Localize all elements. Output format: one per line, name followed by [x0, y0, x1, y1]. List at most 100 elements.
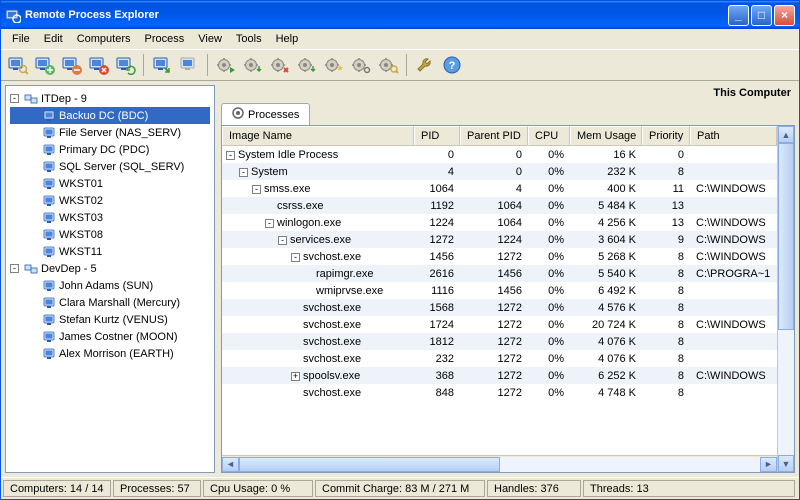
cell-pri: 8 [642, 335, 690, 349]
pc-icon [42, 330, 56, 344]
process-row[interactable]: wmiprvse.exe111614560%6 492 K8 [222, 282, 777, 299]
monitor-x-button[interactable] [86, 53, 110, 77]
monitor-plus-button[interactable] [32, 53, 56, 77]
cell-path: C:\WINDOWS [690, 182, 777, 196]
row-expander[interactable]: - [226, 151, 235, 160]
process-row[interactable]: -winlogon.exe122410640%4 256 K13C:\WINDO… [222, 214, 777, 231]
process-row[interactable]: rapimgr.exe261614560%5 540 K8C:\PROGRA~1 [222, 265, 777, 282]
tree-expander[interactable]: - [10, 94, 19, 103]
gear-cog-button[interactable] [349, 53, 373, 77]
process-row[interactable]: svchost.exe181212720%4 076 K8 [222, 333, 777, 350]
close-button[interactable]: × [774, 5, 795, 26]
tree-node[interactable]: -ITDep - 9 [10, 90, 210, 107]
tree-node[interactable]: Clara Marshall (Mercury) [10, 294, 210, 311]
tree-node[interactable]: WKST02 [10, 192, 210, 209]
minimize-button[interactable]: _ [728, 5, 749, 26]
row-expander[interactable]: - [252, 185, 261, 194]
process-row[interactable]: -System400%232 K8 [222, 163, 777, 180]
tree-node[interactable]: WKST08 [10, 226, 210, 243]
scroll-left-button[interactable]: ◄ [222, 457, 239, 472]
tree-node[interactable]: Stefan Kurtz (VENUS) [10, 311, 210, 328]
gear-updown-button[interactable] [295, 53, 319, 77]
vertical-scrollbar[interactable]: ▲ ▼ [777, 126, 794, 472]
monitor-search-button[interactable] [5, 53, 29, 77]
col-header[interactable]: Path [690, 126, 777, 145]
col-header[interactable]: Image Name [222, 126, 414, 145]
gear-search-button[interactable] [376, 53, 400, 77]
row-expander[interactable]: - [291, 253, 300, 262]
tree-node[interactable]: -DevDep - 5 [10, 260, 210, 277]
tree-node[interactable]: SQL Server (SQL_SERV) [10, 158, 210, 175]
scroll-down-button[interactable]: ▼ [778, 455, 794, 472]
pc-icon [42, 296, 56, 310]
menu-help[interactable]: Help [269, 31, 306, 47]
gear-run-button[interactable] [214, 53, 238, 77]
scroll-up-button[interactable]: ▲ [778, 126, 794, 143]
col-header[interactable]: Parent PID [460, 126, 528, 145]
monitor-disabled-button[interactable] [177, 53, 201, 77]
process-row[interactable]: csrss.exe119210640%5 484 K13 [222, 197, 777, 214]
tree-node[interactable]: WKST03 [10, 209, 210, 226]
tree-node[interactable]: WKST01 [10, 175, 210, 192]
monitor-remote-button[interactable] [150, 53, 174, 77]
process-row[interactable]: svchost.exe156812720%4 576 K8 [222, 299, 777, 316]
gear-down-button[interactable] [241, 53, 265, 77]
monitor-minus-button[interactable] [59, 53, 83, 77]
titlebar[interactable]: Remote Process Explorer _ □ × [1, 1, 799, 29]
process-row[interactable]: -System Idle Process000%16 K0 [222, 146, 777, 163]
menu-computers[interactable]: Computers [70, 31, 138, 47]
grid-header[interactable]: Image NamePIDParent PIDCPUMem UsagePrior… [222, 126, 777, 146]
menu-process[interactable]: Process [138, 31, 192, 47]
tree-expander[interactable]: - [10, 264, 19, 273]
computer-tree[interactable]: -ITDep - 9Backuo DC (BDC)File Server (NA… [5, 85, 215, 473]
gear-star-button[interactable] [322, 53, 346, 77]
pc-icon [42, 109, 56, 123]
wrench-button[interactable] [413, 53, 437, 77]
scroll-right-button[interactable]: ► [760, 457, 777, 472]
col-header[interactable]: Priority [642, 126, 690, 145]
row-expander[interactable]: + [291, 372, 300, 381]
row-expander[interactable]: - [239, 168, 248, 177]
scroll-thumb[interactable] [778, 143, 794, 330]
col-header[interactable]: Mem Usage [570, 126, 642, 145]
tree-node[interactable]: Backuo DC (BDC) [10, 107, 210, 124]
cell-path: C:\WINDOWS [690, 318, 777, 332]
maximize-button[interactable]: □ [751, 5, 772, 26]
col-header[interactable]: PID [414, 126, 460, 145]
tree-label: James Costner (MOON) [59, 331, 178, 343]
row-expander[interactable]: - [278, 236, 287, 245]
menu-edit[interactable]: Edit [37, 31, 70, 47]
process-row[interactable]: +spoolsv.exe36812720%6 252 K8C:\WINDOWS [222, 367, 777, 384]
gear-x-button[interactable] [268, 53, 292, 77]
cell-cpu: 0% [528, 335, 570, 349]
cell-ppid: 1272 [460, 301, 528, 315]
grid-body[interactable]: -System Idle Process000%16 K0-System400%… [222, 146, 777, 455]
tree-node[interactable]: Alex Morrison (EARTH) [10, 345, 210, 362]
statusbar: Computers: 14 / 14 Processes: 57 Cpu Usa… [1, 477, 799, 499]
process-name: rapimgr.exe [316, 268, 373, 280]
tab-processes[interactable]: Processes [221, 103, 310, 125]
monitor-refresh-button[interactable] [113, 53, 137, 77]
scroll-thumb[interactable] [239, 457, 500, 472]
tree-node[interactable]: WKST11 [10, 243, 210, 260]
menu-tools[interactable]: Tools [229, 31, 269, 47]
menu-file[interactable]: File [5, 31, 37, 47]
pc-icon [42, 177, 56, 191]
row-expander[interactable]: - [265, 219, 274, 228]
tree-node[interactable]: James Costner (MOON) [10, 328, 210, 345]
help-button[interactable]: ? [440, 53, 464, 77]
cell-pid: 1568 [414, 301, 460, 315]
process-row[interactable]: svchost.exe172412720%20 724 K8C:\WINDOWS [222, 316, 777, 333]
col-header[interactable]: CPU [528, 126, 570, 145]
tree-node[interactable]: Primary DC (PDC) [10, 141, 210, 158]
menu-view[interactable]: View [191, 31, 229, 47]
process-row[interactable]: svchost.exe23212720%4 076 K8 [222, 350, 777, 367]
cell-pid: 1456 [414, 250, 460, 264]
process-row[interactable]: -svchost.exe145612720%5 268 K8C:\WINDOWS [222, 248, 777, 265]
process-row[interactable]: -smss.exe106440%400 K11C:\WINDOWS [222, 180, 777, 197]
process-row[interactable]: svchost.exe84812720%4 748 K8 [222, 384, 777, 401]
horizontal-scrollbar[interactable]: ◄ ► [222, 455, 777, 472]
tree-node[interactable]: John Adams (SUN) [10, 277, 210, 294]
tree-node[interactable]: File Server (NAS_SERV) [10, 124, 210, 141]
process-row[interactable]: -services.exe127212240%3 604 K9C:\WINDOW… [222, 231, 777, 248]
